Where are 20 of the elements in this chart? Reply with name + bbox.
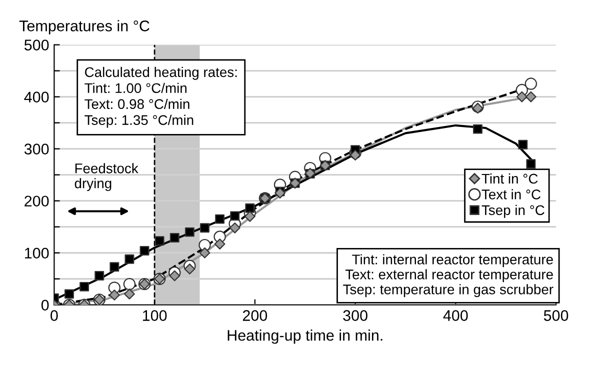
y-tick-label: 500 [24, 40, 49, 50]
x-tick-label: 0 [50, 310, 58, 321]
annotation: Feedstock drying [74, 163, 138, 192]
y-tick-label: 0 [41, 300, 49, 311]
x-tick-label: 100 [142, 310, 167, 321]
legend-label: Tsep in °C [482, 204, 544, 218]
x-tick-label: 500 [544, 310, 568, 321]
x-tick-label: 400 [443, 310, 468, 321]
annotation: Calculated heating rates: Tint: 1.00 °C/min Text: 0.98 °C/min Tsep: 1.35 °C/min [84, 66, 237, 128]
legend-label: Text in °C [482, 189, 541, 200]
annotation: Tint: internal reactor temperature Text: external reactor temperature Tsep: temperature in gas scrubber [343, 254, 554, 298]
legend-label: Tint in °C [482, 173, 538, 184]
x-tick-label: 300 [343, 310, 368, 321]
y-tick-label: 400 [24, 92, 49, 102]
y-tick-label: 200 [24, 196, 49, 207]
y-tick-label: 100 [25, 248, 49, 259]
y-tick-label: 300 [24, 144, 49, 154]
x-tick-label: 200 [242, 310, 268, 321]
x-axis-title: Heating-up time in min. [228, 330, 382, 344]
y-axis-title: Temperatures in °C [19, 20, 150, 34]
